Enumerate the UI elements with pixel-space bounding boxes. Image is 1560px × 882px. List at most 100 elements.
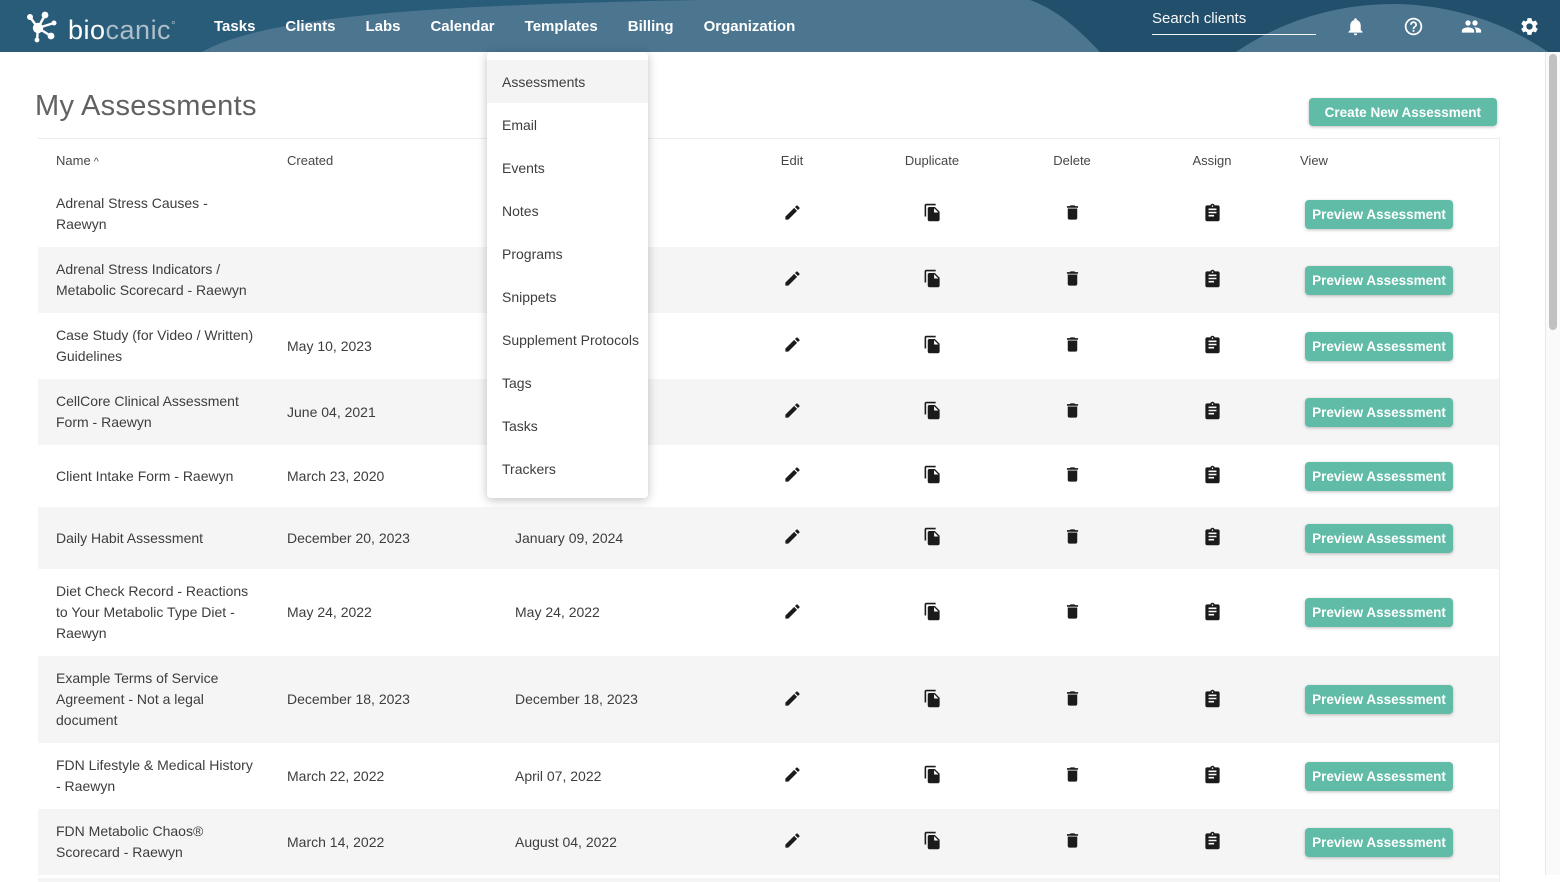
assessments-table: Name^ Created Edit Duplicate Delete Assi… [38,138,1500,882]
preview-assessment-button[interactable]: Preview Assessment [1305,685,1453,714]
preview-assessment-button[interactable]: Preview Assessment [1305,398,1453,427]
nav-item-clients[interactable]: Clients [285,18,335,35]
cell-updated: December 18, 2023 [497,689,722,710]
duplicate-button[interactable] [921,763,944,786]
delete-button[interactable] [1061,525,1084,548]
delete-button[interactable] [1061,829,1084,852]
column-header-name[interactable]: Name^ [38,153,269,168]
edit-button[interactable] [781,525,804,548]
templates-menu-item-snippets[interactable]: Snippets [487,275,648,318]
page-scrollbar[interactable] [1545,52,1560,875]
templates-menu-item-notes[interactable]: Notes [487,189,648,232]
cell-name: Client Intake Form - Raewyn [38,466,269,487]
duplicate-button[interactable] [921,829,944,852]
column-header-duplicate: Duplicate [862,153,1002,168]
bell-icon [1345,16,1366,37]
preview-assessment-button[interactable]: Preview Assessment [1305,332,1453,361]
delete-button[interactable] [1061,399,1084,422]
notifications-button[interactable] [1344,15,1366,37]
templates-menu-item-trackers[interactable]: Trackers [487,447,648,490]
templates-menu-item-programs[interactable]: Programs [487,232,648,275]
column-header-delete: Delete [1002,153,1142,168]
copy-icon [923,401,942,420]
preview-assessment-button[interactable]: Preview Assessment [1305,598,1453,627]
edit-button[interactable] [781,463,804,486]
delete-button[interactable] [1061,267,1084,290]
cell-name: Diet Check Record - Reactions to Your Me… [38,581,269,644]
nav-item-tasks[interactable]: Tasks [214,18,255,35]
assign-button[interactable] [1201,687,1224,710]
edit-button[interactable] [781,600,804,623]
nav-item-organization[interactable]: Organization [704,18,796,35]
duplicate-button[interactable] [921,600,944,623]
templates-dropdown-menu: AssessmentsEmailEventsNotesProgramsSnipp… [487,52,648,498]
duplicate-button[interactable] [921,333,944,356]
preview-assessment-button[interactable]: Preview Assessment [1305,266,1453,295]
delete-button[interactable] [1061,763,1084,786]
copy-icon [923,831,942,850]
delete-button[interactable] [1061,687,1084,710]
templates-menu-item-tasks[interactable]: Tasks [487,404,648,447]
delete-button[interactable] [1061,600,1084,623]
assign-button[interactable] [1201,399,1224,422]
cell-name: Adrenal Stress Causes - Raewyn [38,193,269,235]
biocanic-logo[interactable]: biocanic° [24,8,176,48]
scrollbar-thumb[interactable] [1549,54,1557,330]
create-new-assessment-button[interactable]: Create New Assessment [1309,98,1497,126]
nav-item-calendar[interactable]: Calendar [430,18,494,35]
column-header-created[interactable]: Created [269,153,497,168]
help-button[interactable] [1402,15,1424,37]
table-row: Daily Habit Assessment December 20, 2023… [38,507,1499,569]
delete-button[interactable] [1061,201,1084,224]
edit-button[interactable] [781,763,804,786]
search-clients-input[interactable] [1152,8,1316,35]
duplicate-button[interactable] [921,687,944,710]
duplicate-button[interactable] [921,201,944,224]
nav-item-templates[interactable]: Templates [525,18,598,35]
cell-name: CellCore Clinical Assessment Form - Raew… [38,391,269,433]
edit-button[interactable] [781,267,804,290]
gear-icon [1519,16,1540,37]
preview-assessment-button[interactable]: Preview Assessment [1305,524,1453,553]
assign-button[interactable] [1201,333,1224,356]
clients-directory-button[interactable] [1460,15,1482,37]
templates-menu-item-tags[interactable]: Tags [487,361,648,404]
duplicate-button[interactable] [921,463,944,486]
table-row: Client Intake Form - Raewyn March 23, 20… [38,445,1499,507]
assign-button[interactable] [1201,463,1224,486]
trash-icon [1063,401,1082,420]
assign-button[interactable] [1201,201,1224,224]
assign-button[interactable] [1201,829,1224,852]
templates-menu-item-assessments[interactable]: Assessments [487,60,648,103]
templates-menu-item-events[interactable]: Events [487,146,648,189]
cell-created: March 22, 2022 [269,766,497,787]
duplicate-button[interactable] [921,525,944,548]
copy-icon [923,689,942,708]
preview-assessment-button[interactable]: Preview Assessment [1305,462,1453,491]
delete-button[interactable] [1061,333,1084,356]
delete-button[interactable] [1061,463,1084,486]
edit-button[interactable] [781,201,804,224]
nav-item-labs[interactable]: Labs [365,18,400,35]
settings-button[interactable] [1518,15,1540,37]
edit-button[interactable] [781,829,804,852]
preview-assessment-button[interactable]: Preview Assessment [1305,828,1453,857]
edit-button[interactable] [781,399,804,422]
preview-assessment-button[interactable]: Preview Assessment [1305,200,1453,229]
assign-button[interactable] [1201,525,1224,548]
assign-button[interactable] [1201,763,1224,786]
copy-icon [923,269,942,288]
nav-item-billing[interactable]: Billing [628,18,674,35]
edit-button[interactable] [781,333,804,356]
assign-button[interactable] [1201,267,1224,290]
edit-button[interactable] [781,687,804,710]
clipboard-icon [1203,527,1222,546]
templates-menu-item-supplement-protocols[interactable]: Supplement Protocols [487,318,648,361]
duplicate-button[interactable] [921,399,944,422]
preview-assessment-button[interactable]: Preview Assessment [1305,762,1453,791]
duplicate-button[interactable] [921,267,944,290]
cell-created: March 23, 2020 [269,466,497,487]
table-row: FDN Lifestyle & Medical History - Raewyn… [38,743,1499,809]
templates-menu-item-email[interactable]: Email [487,103,648,146]
assign-button[interactable] [1201,600,1224,623]
